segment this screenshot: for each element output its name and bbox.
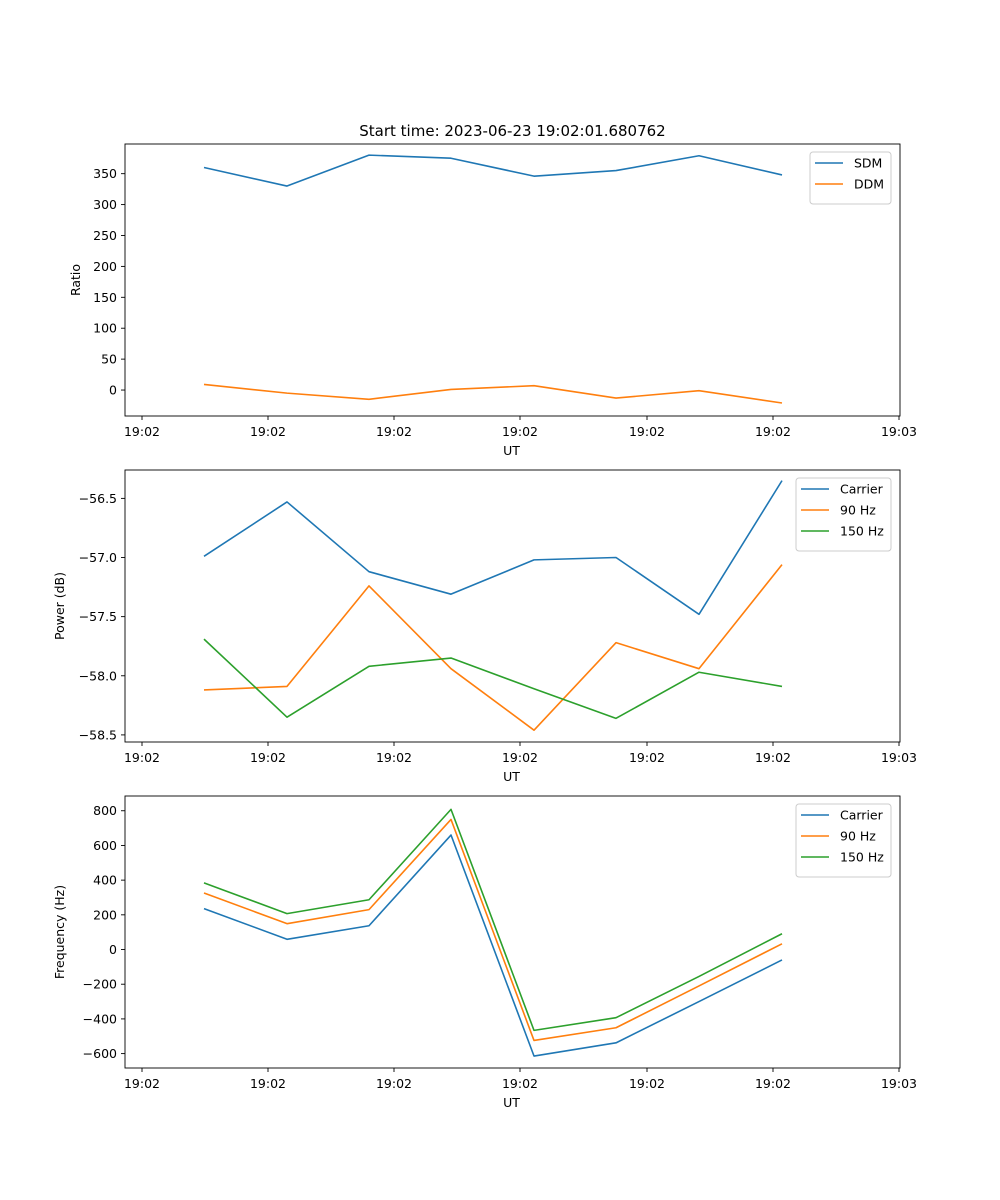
legend-label: SDM [854,156,882,171]
series-line-carrier [203,480,783,616]
legend-label: 150 Hz [840,850,884,865]
legend-label: Carrier [840,808,884,823]
legend-box [809,151,892,205]
x-tick-label: 19:02 [629,1076,665,1091]
x-axis-label: UT [503,769,520,784]
axes-frame [124,795,901,1069]
y-tick-label: 200 [93,907,117,922]
x-tick-label: 19:02 [124,1076,160,1091]
y-tick-label: 0 [109,942,117,957]
chart-panel-2: 19:02 19:02 19:02 19:02 19:02 19:02 19:03 −58.5… [52,469,917,784]
x-tick-label: 19:02 [124,424,160,439]
axes-frame [124,469,901,743]
y-tick-label: −600 [83,1046,117,1061]
legend-label: 90 Hz [840,503,876,518]
series-line-90-hz [203,818,783,1042]
legend-label: DDM [854,177,884,192]
y-tick-label: 300 [93,197,117,212]
x-tick-label: 19:02 [376,1076,412,1091]
x-tick-label: 19:02 [755,1076,791,1091]
x-tick-label: 19:02 [250,424,286,439]
series-line-ddm [203,383,783,404]
legend-label: Carrier [840,482,884,497]
x-tick-label: 19:03 [881,424,917,439]
x-tick-label: 19:02 [250,750,286,765]
x-tick-label: 19:02 [502,424,538,439]
y-tick-label: −56.5 [79,491,117,506]
series-line-carrier [203,834,783,1057]
chart-title: Start time: 2023-06-23 19:02:01.680762 [359,122,665,140]
x-axis-label: UT [503,443,520,458]
legend-label: 150 Hz [840,524,884,539]
y-tick-label: −200 [83,977,117,992]
axes-frame [124,143,901,417]
x-tick-label: 19:03 [881,1076,917,1091]
x-tick-label: 19:02 [755,750,791,765]
y-tick-label: 250 [93,228,117,243]
chart-panel-1: Start time: 2023-06-23 19:02:01.680762 19… [68,122,917,458]
legend-label: 90 Hz [840,829,876,844]
x-tick-label: 19:02 [755,424,791,439]
chart-panel-3: 19:02 19:02 19:02 19:02 19:02 19:02 19:03 −600 −… [52,795,917,1110]
x-tick-label: 19:02 [502,1076,538,1091]
series-line-sdm [203,154,783,187]
legend-box [795,477,892,552]
y-axis-label: Frequency (Hz) [52,885,67,979]
x-tick-label: 19:02 [629,750,665,765]
x-tick-label: 19:02 [250,1076,286,1091]
legend: Carrier 90 Hz 150 Hz [795,477,892,552]
y-tick-label: 400 [93,873,117,888]
legend: SDM DDM [809,151,892,205]
y-tick-label: 800 [93,803,117,818]
y-tick-label: −58.0 [79,668,117,683]
series-line-90-hz [203,564,783,731]
x-tick-label: 19:02 [629,424,665,439]
y-axis-label: Power (dB) [52,572,67,640]
series-line-150-hz [203,638,783,720]
x-tick-label: 19:02 [376,424,412,439]
y-tick-label: −57.0 [79,550,117,565]
y-tick-label: 150 [93,290,117,305]
y-tick-label: 100 [93,321,117,336]
x-tick-label: 19:02 [124,750,160,765]
x-axis-label: UT [503,1095,520,1110]
y-tick-label: 200 [93,259,117,274]
x-tick-label: 19:03 [881,750,917,765]
y-tick-label: −58.5 [79,727,117,742]
series-line-150-hz [203,808,783,1032]
y-tick-label: 600 [93,838,117,853]
y-tick-label: 0 [109,383,117,398]
legend-box [795,803,892,878]
x-tick-label: 19:02 [376,750,412,765]
y-tick-label: −57.5 [79,609,117,624]
y-tick-label: −400 [83,1011,117,1026]
legend: Carrier 90 Hz 150 Hz [795,803,892,878]
y-axis-label: Ratio [68,264,83,296]
y-tick-label: 50 [101,352,117,367]
x-tick-label: 19:02 [502,750,538,765]
y-tick-label: 350 [93,166,117,181]
